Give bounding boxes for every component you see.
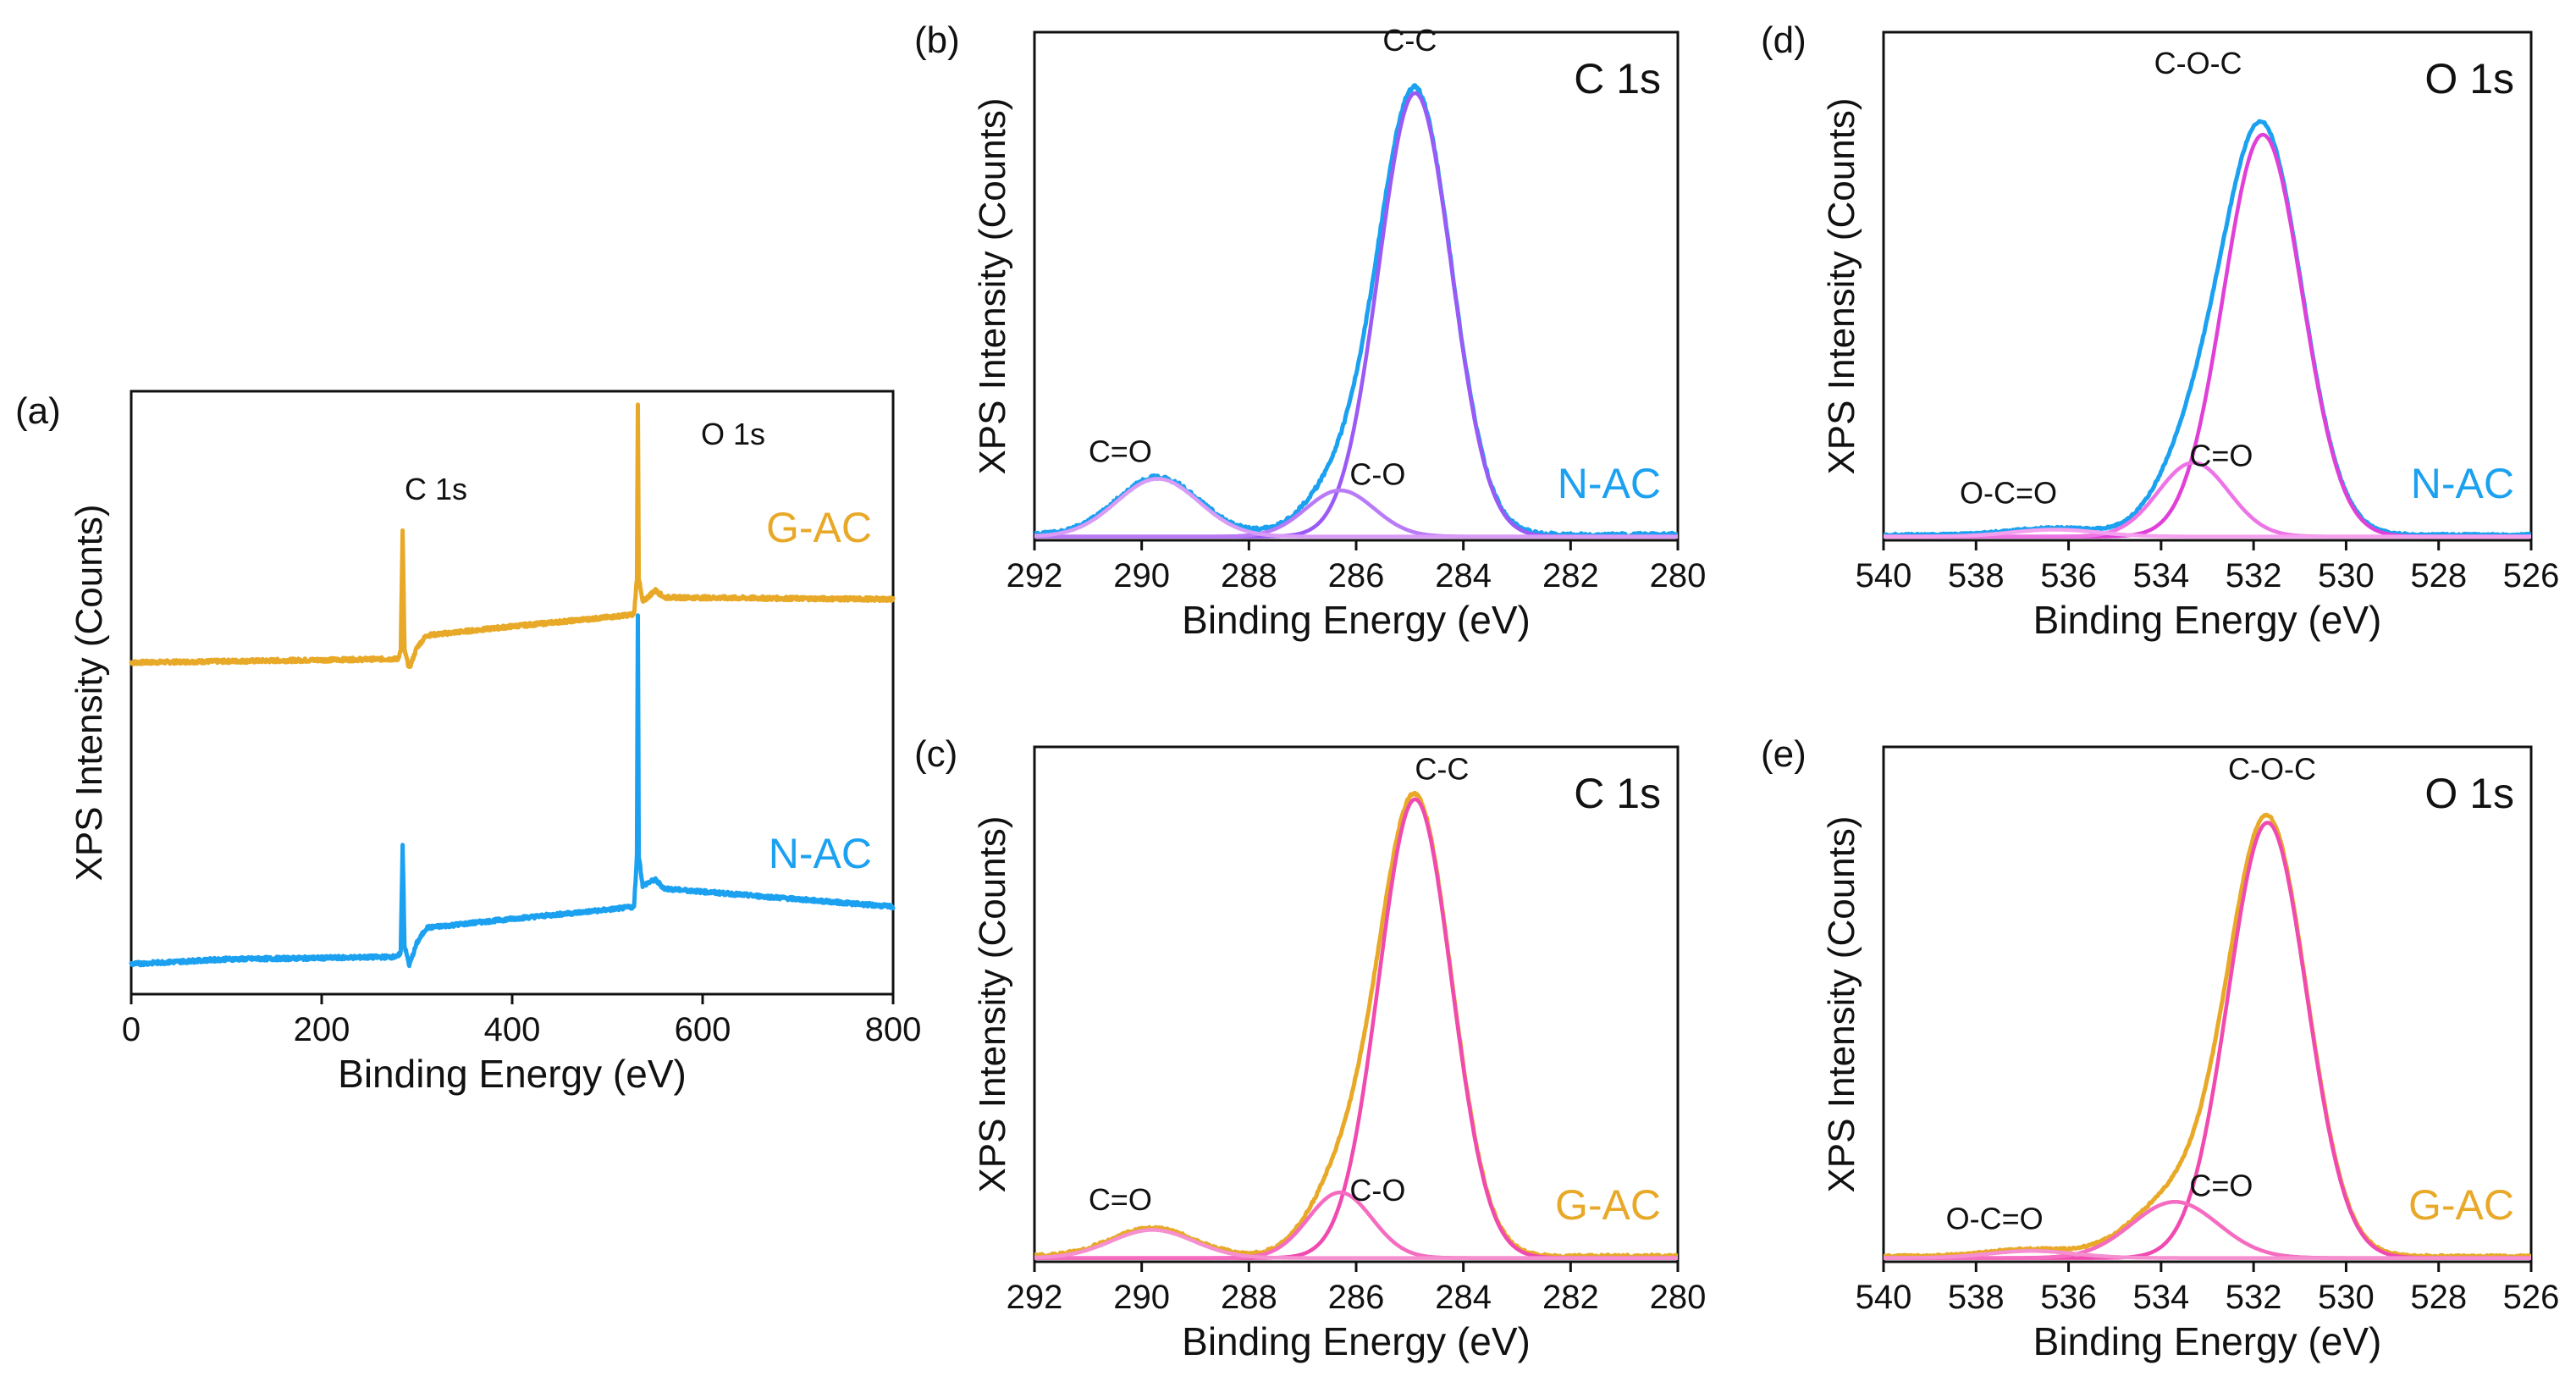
core-level-title: C 1s	[1574, 55, 1661, 102]
y-axis-label: XPS Intensity (Counts)	[972, 97, 1013, 474]
peak-label: C-C	[1415, 752, 1469, 787]
x-tick-label: 292	[1007, 557, 1063, 594]
series-line-N-AC	[129, 613, 896, 969]
x-tick-label: 528	[2410, 557, 2467, 594]
peak-label: C=O	[2189, 1169, 2253, 1203]
plot-frame	[130, 390, 895, 996]
x-tick-label: 280	[1650, 1279, 1707, 1316]
panel-letter: (c)	[914, 733, 957, 775]
peak-label: O-C=O	[1946, 1201, 2044, 1235]
peak-label: C=O	[1089, 1182, 1152, 1217]
panel-letter: (a)	[15, 390, 61, 432]
x-tick-label: 280	[1650, 557, 1707, 594]
peak-label: C=O	[2189, 439, 2253, 473]
peak-label: C-O	[1349, 1173, 1405, 1208]
x-tick-label: 526	[2503, 557, 2560, 594]
panel-d: 540 538 536 534 532 530 528 526 Binding Energy (…	[1761, 19, 2559, 642]
panel-c: 292 290 288 286 284 282 280 Binding Energy (eV)…	[914, 733, 1706, 1363]
y-axis-label: XPS Intensity (Counts)	[1821, 815, 1862, 1192]
x-tick-label: 530	[2318, 1279, 2375, 1316]
x-tick-label: 400	[484, 1011, 541, 1048]
x-tick-label: 292	[1007, 1279, 1063, 1316]
panel-a: 0 200 400 600 800 Binding Energy (eV) XPS Inte…	[15, 390, 921, 1096]
x-axis-label: Binding Energy (eV)	[1182, 1319, 1531, 1363]
x-tick-label: 286	[1328, 1279, 1385, 1316]
x-tick-label: 534	[2132, 557, 2189, 594]
x-tick-label: 528	[2410, 1279, 2467, 1316]
peak-label: C-O	[1349, 457, 1405, 492]
x-axis-label: Binding Energy (eV)	[338, 1052, 687, 1096]
x-tick-label: 530	[2318, 557, 2375, 594]
x-tick-label: 800	[865, 1011, 922, 1048]
component-line-C=O	[1034, 1228, 1678, 1260]
panel-letter: (b)	[914, 19, 960, 61]
x-tick-label: 600	[675, 1011, 731, 1048]
panel-letter: (d)	[1761, 19, 1807, 61]
x-tick-label: 534	[2132, 1279, 2189, 1316]
x-tick-label: 538	[1948, 1279, 2005, 1316]
x-tick-label: 0	[122, 1011, 141, 1048]
component-line-O-C=O	[1884, 1249, 2531, 1260]
x-tick-label: 532	[2226, 557, 2282, 594]
x-tick-label: 282	[1542, 1279, 1599, 1316]
x-tick-label: 288	[1221, 557, 1277, 594]
x-tick-label: 290	[1113, 1279, 1170, 1316]
x-tick-label: 532	[2226, 1279, 2282, 1316]
envelope-line	[1884, 119, 2531, 538]
series-label-G-AC: G-AC	[766, 504, 872, 551]
x-tick-label: 526	[2503, 1279, 2560, 1316]
core-level-title: O 1s	[2424, 770, 2514, 817]
peak-label: C-O-C	[2228, 752, 2316, 787]
x-tick-label: 540	[1856, 557, 1912, 594]
x-axis-label: Binding Energy (eV)	[2033, 1319, 2382, 1363]
sample-label: N-AC	[1558, 460, 1661, 507]
x-axis-label: Binding Energy (eV)	[2033, 598, 2382, 642]
peak-label: C 1s	[405, 472, 467, 506]
y-axis-label: XPS Intensity (Counts)	[69, 504, 110, 881]
x-tick-label: 540	[1856, 1279, 1912, 1316]
x-tick-label: 538	[1948, 557, 2005, 594]
sample-label: N-AC	[2411, 460, 2514, 507]
peak-label: O-C=O	[1960, 475, 2057, 510]
peak-label: C-O-C	[2154, 46, 2242, 80]
x-tick-label: 286	[1328, 557, 1385, 594]
x-tick-label: 288	[1221, 1279, 1277, 1316]
sample-label: G-AC	[1555, 1181, 1661, 1229]
peak-label: C=O	[1089, 434, 1152, 468]
component-line-C=O	[1034, 477, 1678, 539]
series-line-G-AC	[129, 402, 896, 669]
y-axis-label: XPS Intensity (Counts)	[1821, 97, 1862, 474]
x-tick-label: 290	[1113, 557, 1170, 594]
panel-b: 292 290 288 286 284 282 280 Binding Energy (eV)…	[914, 19, 1706, 642]
sample-label: G-AC	[2408, 1181, 2514, 1229]
x-axis-label: Binding Energy (eV)	[1182, 598, 1531, 642]
y-axis-label: XPS Intensity (Counts)	[972, 815, 1013, 1192]
core-level-title: O 1s	[2424, 55, 2514, 102]
component-line-O-C=O	[1884, 528, 2531, 539]
panel-letter: (e)	[1761, 733, 1807, 775]
plot-frame	[1882, 30, 2533, 542]
plot-area	[1034, 83, 1678, 539]
x-tick-label: 200	[294, 1011, 350, 1048]
core-level-title: C 1s	[1574, 770, 1661, 817]
plot-area	[1034, 790, 1678, 1260]
x-tick-label: 284	[1435, 557, 1492, 594]
plot-area	[1884, 119, 2531, 539]
x-tick-label: 282	[1542, 557, 1599, 594]
peak-label: O 1s	[701, 417, 765, 451]
x-tick-label: 536	[2040, 557, 2097, 594]
peak-label: C-C	[1382, 23, 1437, 58]
series-label-N-AC: N-AC	[769, 830, 872, 877]
plot-frame	[1882, 745, 2533, 1263]
x-tick-label: 536	[2040, 1279, 2097, 1316]
x-tick-label: 284	[1435, 1279, 1492, 1316]
panel-e: 540 538 536 534 532 530 528 526 Binding Energy (…	[1761, 733, 2559, 1363]
plot-area	[1884, 812, 2531, 1260]
